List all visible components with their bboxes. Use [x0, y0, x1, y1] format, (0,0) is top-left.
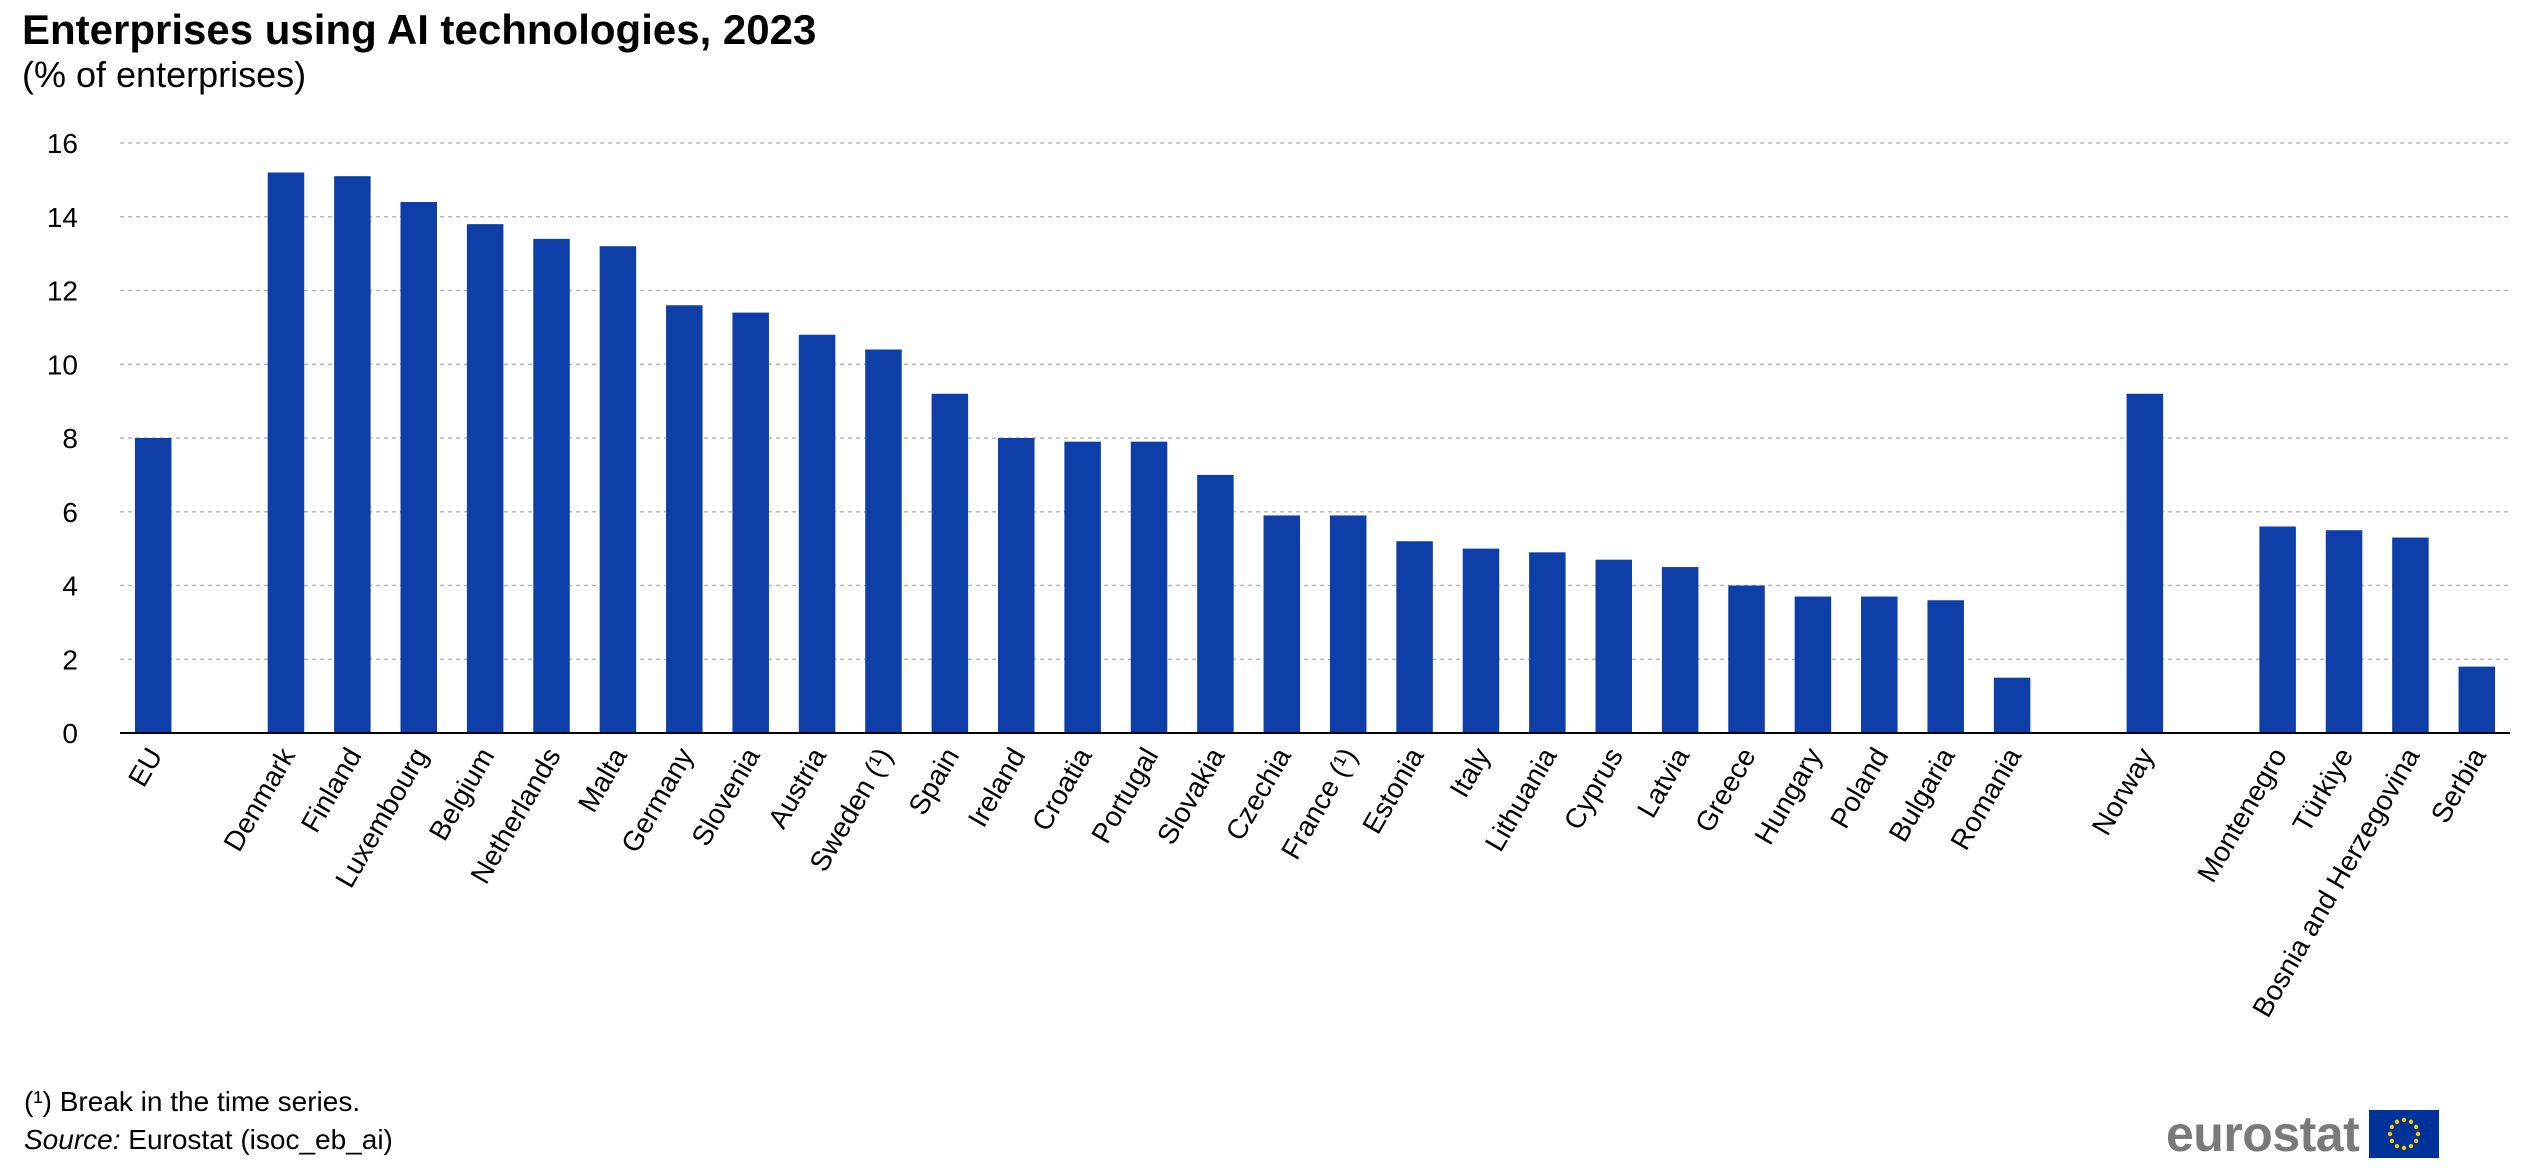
x-tick-label: Montenegro — [2191, 743, 2293, 888]
chart-subtitle: (% of enterprises) — [22, 54, 307, 95]
bar — [267, 172, 305, 733]
bar — [1197, 474, 1234, 733]
bar — [1728, 585, 1765, 733]
x-tick-label: Malta — [572, 742, 633, 817]
flag-star — [2416, 1131, 2421, 1137]
x-tick-label: Finland — [295, 743, 368, 838]
bar — [2458, 666, 2496, 733]
x-tick-label: Latvia — [1631, 742, 1695, 823]
flag-star — [2409, 1119, 2414, 1125]
y-tick-label: 16 — [47, 128, 78, 159]
bar — [2325, 530, 2363, 733]
y-tick-label: 0 — [62, 718, 78, 749]
bar — [1927, 600, 1964, 733]
x-tick-label: Serbia — [2425, 742, 2493, 828]
bar — [2392, 537, 2429, 733]
source-label: Source: — [24, 1124, 121, 1155]
bars — [134, 172, 2496, 733]
eurostat-logo-text: eurostat — [2166, 1106, 2360, 1162]
y-tick-label: 2 — [62, 644, 78, 675]
x-tick-label: EU — [122, 743, 168, 792]
bar — [1794, 596, 1832, 733]
flag-star — [2414, 1138, 2419, 1144]
x-tick-label: Croatia — [1026, 742, 1098, 836]
bar — [1329, 515, 1367, 733]
bar — [1064, 441, 1101, 733]
flag-star — [2409, 1143, 2414, 1149]
y-tick-label: 6 — [62, 497, 78, 528]
eu-flag-icon — [2369, 1110, 2440, 1158]
flag-star — [2395, 1143, 2400, 1149]
flag-star — [2402, 1145, 2407, 1151]
flag-star — [2414, 1124, 2419, 1130]
x-tick-label: Austria — [762, 742, 833, 833]
x-tick-label: Greece — [1689, 743, 1762, 838]
y-tick-label: 4 — [62, 571, 78, 602]
bar — [2126, 393, 2164, 733]
bar — [865, 349, 902, 733]
bar — [334, 176, 371, 733]
x-tick-label: Ireland — [962, 743, 1032, 833]
x-tick-label: Italy — [1444, 743, 1497, 803]
x-tick-label: Cyprus — [1558, 743, 1629, 835]
y-tick-label: 8 — [62, 423, 78, 454]
source-text: Eurostat (isoc_eb_ai) — [120, 1124, 393, 1155]
y-axis-ticks: 0 2 4 6 8 10 12 14 16 — [47, 128, 78, 749]
bar — [1263, 515, 1301, 733]
bar — [1861, 596, 1898, 733]
flag-star — [2389, 1124, 2395, 1130]
bar — [1595, 559, 1633, 733]
chart-title: Enterprises using AI technologies, 2023 — [22, 6, 817, 53]
bar — [666, 305, 703, 733]
bar — [1396, 541, 1433, 733]
x-tick-label: Türkiye — [2286, 743, 2359, 838]
x-tick-label: Spain — [902, 743, 965, 821]
bar — [798, 334, 836, 733]
bar — [2259, 526, 2296, 733]
bar — [400, 202, 438, 733]
bar — [1529, 552, 1566, 733]
flag-star — [2402, 1117, 2407, 1123]
x-tick-label: Poland — [1824, 743, 1894, 834]
bar — [997, 438, 1035, 733]
gridlines — [120, 142, 2510, 660]
bar — [533, 238, 570, 733]
y-tick-label: 14 — [47, 202, 78, 233]
x-tick-label: Norway — [2086, 743, 2160, 841]
bar — [1661, 567, 1699, 733]
bar — [466, 224, 504, 733]
flag-star — [2388, 1131, 2393, 1137]
source-note: Source: Eurostat (isoc_eb_ai) — [24, 1124, 393, 1156]
flag-star — [2389, 1138, 2395, 1144]
y-tick-label: 12 — [47, 276, 78, 307]
bar — [732, 312, 769, 733]
y-tick-label: 10 — [47, 349, 78, 380]
bar — [1130, 441, 1168, 733]
x-tick-label: Denmark — [218, 742, 302, 857]
bar — [931, 393, 969, 733]
bar — [1993, 677, 2031, 733]
bar — [599, 246, 637, 733]
bar — [1462, 548, 1500, 733]
flag-star — [2395, 1119, 2400, 1125]
x-tick-label: Estonia — [1356, 742, 1430, 839]
x-axis-labels: EU DenmarkFinlandLuxembourgBelgiumNetherl… — [122, 742, 2492, 1023]
footnote: (¹) Break in the time series. — [24, 1086, 361, 1117]
eurostat-logo: eurostat — [2166, 1106, 2440, 1162]
bar — [134, 438, 172, 733]
